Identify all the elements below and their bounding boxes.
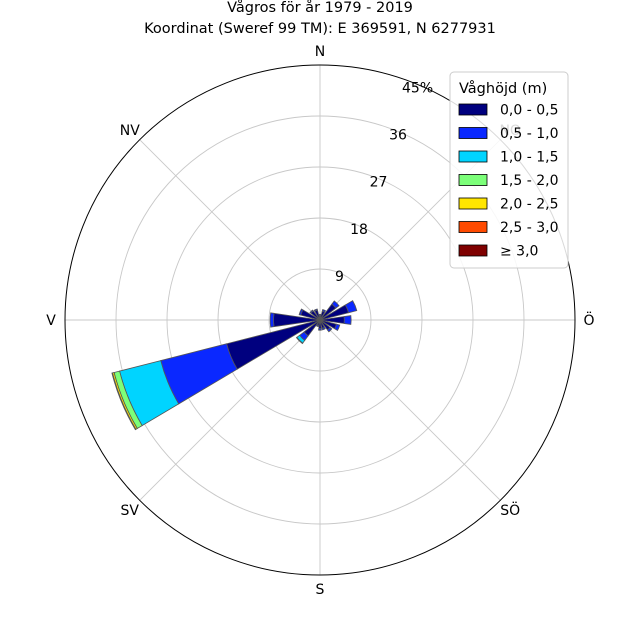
rose-bar-segment [326, 326, 333, 333]
radial-tick-label: 18 [350, 222, 368, 238]
rose-bar-segment [318, 327, 322, 331]
direction-label: N [315, 44, 325, 60]
legend-label: 2,0 - 2,5 [500, 197, 558, 213]
direction-label: V [46, 313, 56, 329]
grid-spoke [319, 319, 501, 501]
chart-title-line1: Vågros för år 1979 - 2019 [227, 0, 413, 16]
polar-frame [64, 64, 576, 576]
rose-bar-segment [298, 308, 304, 316]
radial-tick-label: 36 [389, 128, 407, 144]
legend-swatch [458, 174, 488, 186]
grid-spoke [139, 319, 321, 501]
legend-title: Våghöjd (m) [459, 80, 547, 97]
rose-bar-segment [309, 309, 314, 314]
rose-bar-segment [331, 300, 340, 309]
rose-bar-segment [111, 372, 137, 431]
rose-bar-segment [344, 300, 358, 314]
radial-tick-label: 45% [402, 80, 433, 96]
legend-swatch [458, 150, 488, 163]
legend-label: ≥ 3,0 [500, 244, 538, 260]
legend-swatch [458, 244, 488, 257]
rose-bar-segment [295, 336, 304, 345]
rose-bar-segment [273, 312, 321, 328]
legend-label: 1,5 - 2,0 [500, 173, 558, 189]
rose-bars [111, 300, 358, 431]
legend-swatch [458, 127, 488, 139]
rose-bar-segment [321, 309, 327, 313]
legend-label: 1,0 - 1,5 [500, 150, 558, 166]
radial-tick-label: 27 [370, 175, 388, 191]
rose-bar-segment [226, 319, 321, 370]
rose-bar-segment [334, 323, 341, 331]
direction-label: SV [121, 503, 140, 519]
radial-tick-label: 9 [335, 269, 344, 285]
rose-bar-segment [313, 308, 318, 312]
polar-outline [64, 64, 576, 576]
legend-label: 0,0 - 0,5 [500, 103, 558, 119]
polar-grid [65, 65, 575, 575]
legend-label: 0,5 - 1,0 [500, 126, 558, 142]
legend: Våghöjd (m) 0,0 - 0,5 0,5 - 1,0 1,0 - 1,5 1… [449, 71, 569, 269]
legend-swatch [458, 197, 488, 210]
direction-label: NV [120, 123, 140, 139]
direction-label: SÖ [500, 501, 520, 519]
direction-label: S [316, 582, 325, 598]
radial-tick-labels: 9 18 27 36 45% [335, 80, 433, 284]
legend-swatch [458, 103, 488, 116]
legend-label: 2,5 - 3,0 [500, 220, 558, 236]
rose-bar-segment [343, 315, 352, 325]
rose-bar-segment [269, 312, 275, 328]
rose-bar-segment [321, 326, 326, 331]
chart-title-line2: Koordinat (Sweref 99 TM): E 369591, N 62… [144, 21, 496, 37]
direction-label: Ö [583, 311, 594, 329]
grid-spoke [139, 139, 321, 321]
rose-bar-segment [318, 313, 322, 316]
rose-bar-segment [315, 324, 320, 328]
legend-swatch [458, 221, 488, 233]
legend-box [449, 71, 569, 269]
